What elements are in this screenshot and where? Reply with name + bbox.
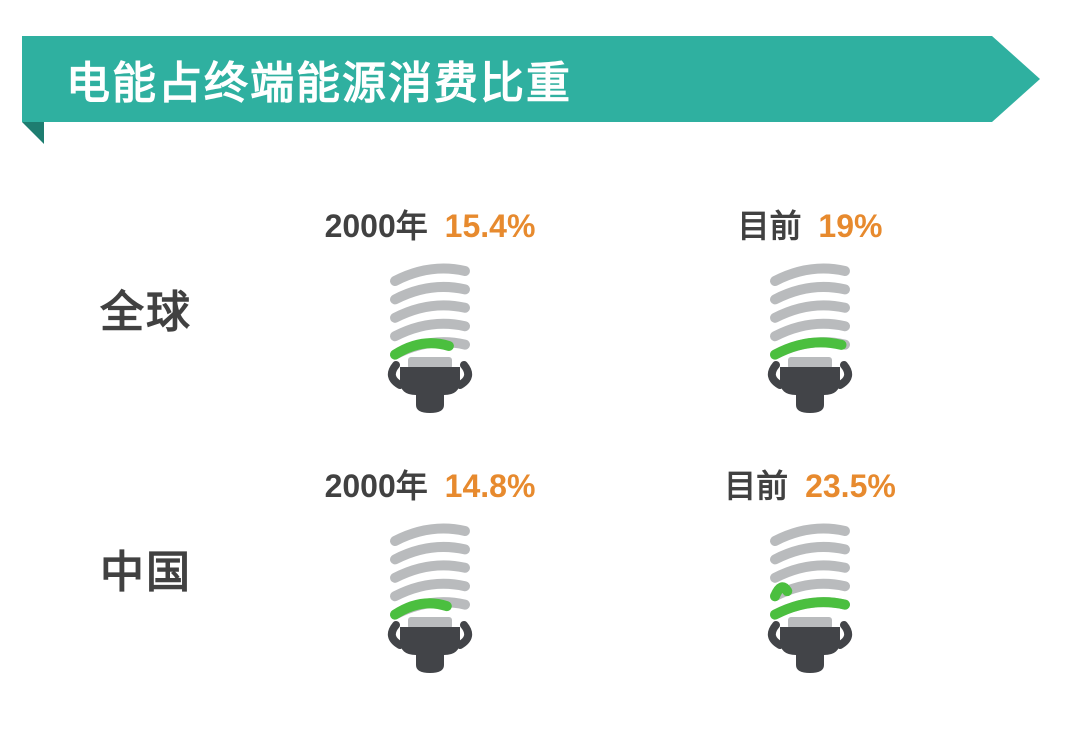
cell-global-now: 目前 19% [660,201,960,420]
bulb-icon [660,255,960,420]
page-title: 电能占终端能源消费比重 [66,47,572,111]
value-label: 14.8% [445,468,536,504]
bulb-icon [280,515,580,680]
title-banner: 电能占终端能源消费比重 [22,36,1040,140]
value-label: 19% [818,208,882,244]
cell-china-now: 目前 23.5% [660,461,960,680]
bulb-icon [660,515,960,680]
bulb-icon [280,255,580,420]
stat-global-now: 目前 19% [660,201,960,247]
stat-china-2000: 2000年 14.8% [280,461,580,507]
cell-china-2000: 2000年 14.8% [280,461,580,680]
value-label: 23.5% [805,468,896,504]
row-global: 全球 2000年 15.4% 目前 19% [60,180,1020,440]
cell-global-2000: 2000年 15.4% [280,201,580,420]
period-label: 目前 [724,468,788,504]
stat-china-now: 目前 23.5% [660,461,960,507]
period-label: 目前 [738,208,802,244]
ribbon-fold-icon [22,122,44,144]
row-label-global: 全球 [100,276,192,340]
row-china: 中国 2000年 14.8% 目前 23.5% [60,440,1020,700]
period-label: 2000年 [325,208,428,244]
data-grid: 全球 2000年 15.4% 目前 19% 中国 2 [60,180,1020,700]
row-label-china: 中国 [100,536,192,600]
period-label: 2000年 [325,468,428,504]
value-label: 15.4% [445,208,536,244]
stat-global-2000: 2000年 15.4% [280,201,580,247]
